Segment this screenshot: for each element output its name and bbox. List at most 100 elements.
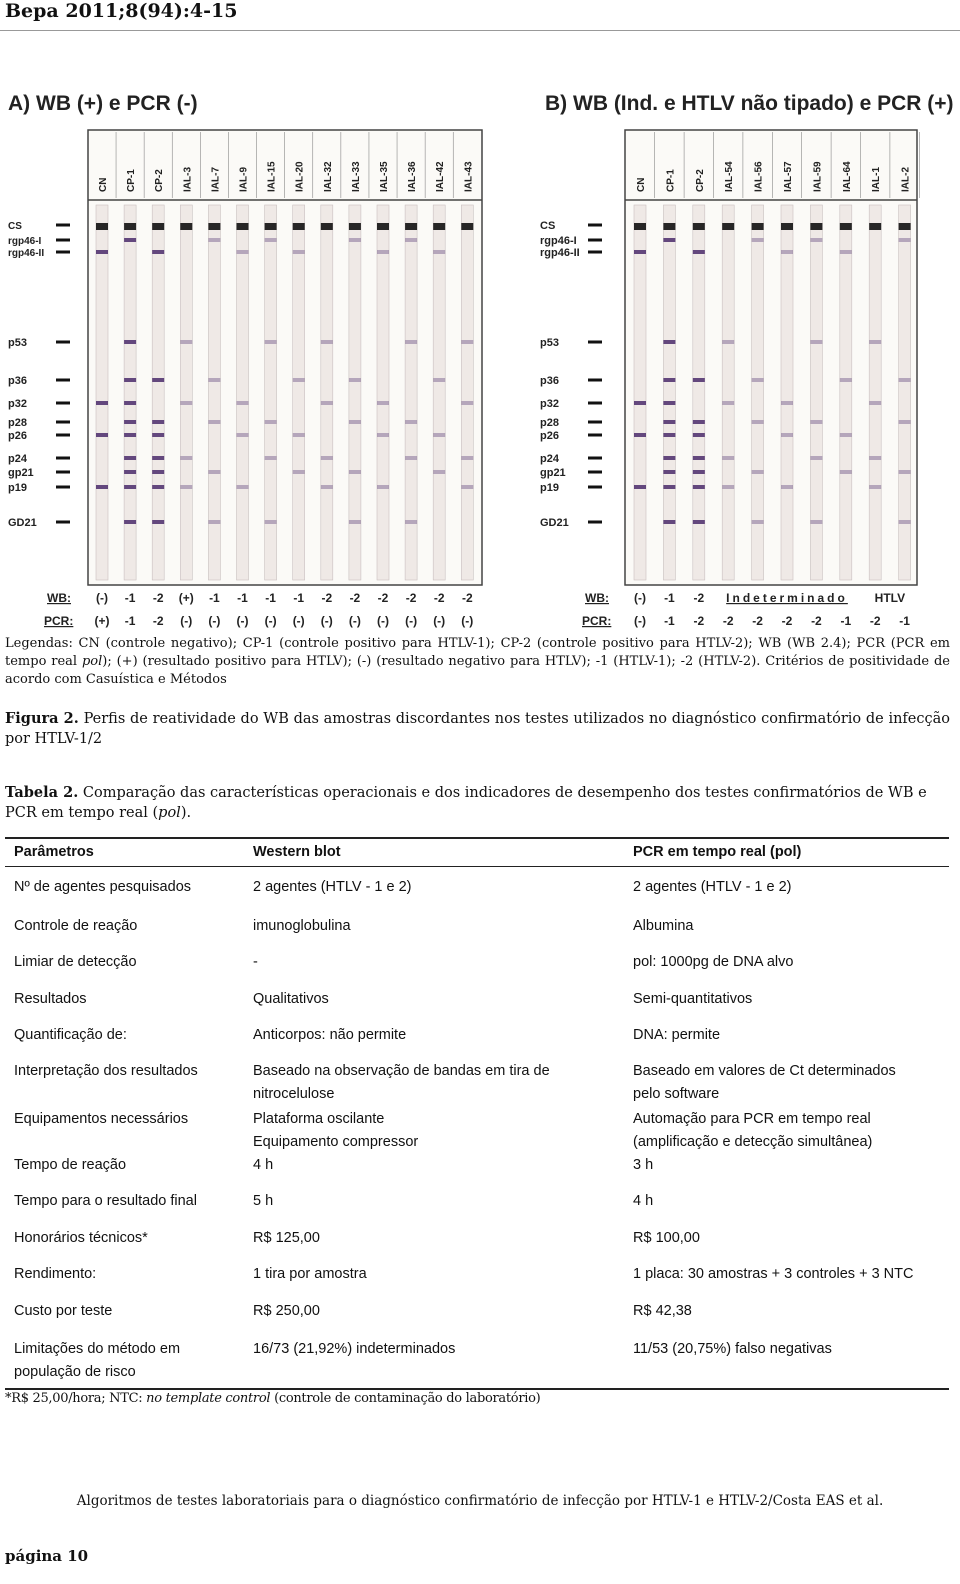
band-label: p24 [8, 453, 28, 465]
band [663, 378, 676, 382]
band [751, 420, 764, 424]
band-label: rgp46-I [540, 235, 577, 247]
band [692, 420, 705, 424]
pcr-result: -1 [840, 614, 851, 628]
band-label: p32 [540, 398, 559, 410]
band [348, 520, 361, 524]
lane-label: CP-1 [665, 169, 676, 192]
band [722, 401, 735, 405]
caption-label: Tabela 2. [5, 784, 79, 801]
table-cell: Controle de reação [14, 918, 138, 934]
band [152, 378, 165, 382]
table-cell: 4 h [633, 1193, 654, 1209]
band [152, 485, 165, 489]
strip [292, 204, 306, 581]
band [96, 250, 108, 254]
band-label: p19 [8, 482, 27, 494]
wb-result: -2 [462, 591, 473, 605]
lane-label: IAL-36 [407, 161, 418, 192]
band [781, 223, 793, 230]
table-cell: Albumina [633, 918, 694, 934]
band-label: p26 [540, 430, 559, 442]
lane-label: IAL-1 [871, 167, 882, 192]
band [405, 520, 418, 524]
band-label: gp21 [540, 467, 566, 479]
strip [460, 204, 474, 581]
band [692, 433, 705, 437]
band [96, 433, 108, 437]
panel-title: A) WB (+) e PCR (-) [8, 92, 198, 115]
table-cell: Limiar de detecção [14, 954, 137, 970]
wb-result: -1 [664, 591, 675, 605]
band [348, 238, 361, 242]
page-number: página 10 [5, 1547, 89, 1565]
band [124, 340, 137, 344]
footnote: *R$ 25,00/hora; NTC: no template control… [5, 1390, 541, 1408]
band [124, 238, 137, 242]
wb-result: -2 [434, 591, 445, 605]
lane-label: IAL-15 [267, 161, 278, 192]
band [96, 485, 108, 489]
band [461, 401, 474, 405]
band [722, 223, 735, 230]
lane-label: IAL-42 [435, 161, 446, 192]
strip [432, 204, 446, 581]
pcr-result: -1 [664, 614, 675, 628]
band [180, 485, 193, 489]
band [348, 378, 361, 382]
band-label: rgp46-II [8, 248, 44, 259]
table-cell: Baseado em valores de Ct determinados [633, 1063, 896, 1079]
band [405, 223, 418, 230]
band [208, 223, 221, 230]
band [781, 250, 793, 254]
table-rule [5, 866, 949, 867]
table-cell: 2 agentes (HTLV - 1 e 2) [633, 879, 792, 895]
band [152, 520, 165, 524]
band [208, 520, 221, 524]
band [692, 456, 705, 460]
band [96, 223, 108, 230]
table-cell: Anticorpos: não permite [253, 1027, 407, 1043]
band [692, 250, 705, 254]
wb-result: (-) [634, 591, 646, 605]
panel-title: B) WB (Ind. e HTLV não tipado) e PCR (+) [545, 92, 954, 115]
table-cell: Semi-quantitativos [633, 991, 753, 1007]
band [751, 238, 764, 242]
table-cell: imunoglobulina [253, 918, 351, 934]
pcr-result: (-) [349, 614, 361, 628]
wb-result: -2 [693, 591, 704, 605]
band [663, 420, 676, 424]
band-label: p53 [540, 337, 559, 349]
band [869, 223, 882, 230]
table-cell: nitrocelulose [253, 1086, 335, 1102]
band [264, 520, 277, 524]
figure-legend: Legendas: CN (controle negativo); CP-1 (… [5, 635, 950, 689]
band [839, 378, 852, 382]
band [663, 456, 676, 460]
band [810, 420, 823, 424]
band [839, 433, 852, 437]
lane-label: IAL-56 [754, 161, 765, 192]
band [634, 433, 646, 437]
lane-label: IAL-20 [295, 161, 306, 192]
table-cell: Interpretação dos resultados [14, 1063, 198, 1079]
pcr-result: -2 [811, 614, 822, 628]
band [433, 433, 446, 437]
figure: A) WB (+) e PCR (-) CN CP-1 CP-2 IAL-3 IAL-7 I… [8, 92, 954, 628]
table-cell: Custo por teste [14, 1303, 113, 1319]
band [264, 340, 277, 344]
band [810, 223, 823, 230]
band [810, 456, 823, 460]
band [236, 433, 249, 437]
band [663, 433, 676, 437]
pcr-result: (-) [461, 614, 473, 628]
table-cell: Quantificação de: [14, 1027, 127, 1043]
pcr-result: (-) [237, 614, 249, 628]
table-cell: Tempo de reação [14, 1157, 127, 1173]
lane-label: IAL-64 [842, 161, 853, 192]
band [348, 420, 361, 424]
table-cell: DNA: permite [633, 1027, 721, 1043]
band [461, 485, 474, 489]
strip [868, 204, 882, 581]
band [377, 433, 389, 437]
